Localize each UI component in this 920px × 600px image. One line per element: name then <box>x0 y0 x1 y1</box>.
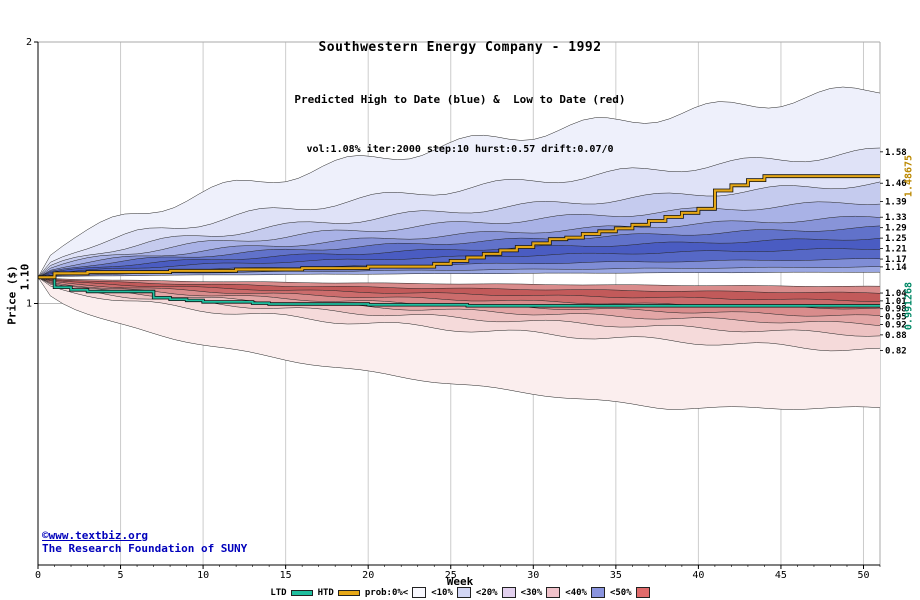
x-tick-label: 15 <box>280 570 292 581</box>
right-axis-label: 1.14 <box>885 263 907 273</box>
right-axis-label: 1.25 <box>885 234 907 244</box>
x-tick-label: 25 <box>445 570 457 581</box>
band-boundary-line <box>37 277 881 352</box>
prob-band <box>38 87 880 278</box>
right-axis-label: 1.33 <box>885 213 907 223</box>
right-axis-label: 0.92 <box>885 320 907 330</box>
prob-band <box>38 181 880 278</box>
band-boundary-line <box>37 271 881 278</box>
band-boundary-line <box>37 266 881 278</box>
prob-band <box>38 201 880 278</box>
prob-band <box>38 277 880 351</box>
band-boundary-line <box>37 147 881 278</box>
prob-band <box>38 225 880 278</box>
band-boundary-line <box>37 277 881 287</box>
band-boundary-line <box>37 277 881 326</box>
band-boundary-line <box>37 86 881 278</box>
right-axis-label: 1.17 <box>885 255 907 265</box>
band-boundary-line <box>37 181 881 278</box>
band-boundary-line <box>37 225 881 278</box>
start-price-label: 1.10 <box>18 263 32 291</box>
legend-label-prob-3: <30% <box>520 587 543 598</box>
htd-line <box>38 175 880 279</box>
right-axis-label: 0.98 <box>885 305 907 315</box>
right-axis-label: 1.58 <box>885 148 907 158</box>
legend: LTD HTD prob:0%< <10% <20% <30% <40% <50% <box>0 587 920 598</box>
x-tick-label: 45 <box>775 570 787 581</box>
x-axis-title: Week <box>446 575 474 588</box>
right-axis-label: 0.82 <box>885 347 907 357</box>
x-tick-label: 5 <box>118 570 124 581</box>
prob-band <box>38 277 880 302</box>
legend-swatch-prob-2 <box>501 587 516 598</box>
prob-band <box>38 216 880 278</box>
legend-label-prob-0: prob:0%< <box>364 587 409 598</box>
legend-label-prob-1: <10% <box>431 587 453 598</box>
y-tick-label: 2 <box>26 37 32 48</box>
band-boundary-line <box>37 248 881 278</box>
legend-label-prob-5: <50% <box>609 587 632 598</box>
legend-label-ltd: LTD <box>270 587 287 598</box>
x-tick-label: 40 <box>692 570 704 581</box>
right-axis-label: 1.39 <box>885 198 907 208</box>
band-boundary-line <box>37 201 881 278</box>
legend-swatch-prob-0 <box>412 587 427 598</box>
legend-swatch-prob-4 <box>590 587 605 598</box>
chart-params: vol:1.08% iter:2000 step:10 hurst:0.57 d… <box>306 144 614 155</box>
prob-band <box>38 258 880 278</box>
prob-band <box>38 277 880 294</box>
legend-label-prob-2: <20% <box>475 587 498 598</box>
legend-swatch-prob-5 <box>635 587 650 598</box>
prob-band <box>38 277 880 410</box>
right-axis-label: 0.95 <box>885 313 907 323</box>
x-tick-label: 35 <box>610 570 622 581</box>
right-axis-label: 1.21 <box>885 245 907 255</box>
legend-swatch-htd <box>337 589 360 596</box>
prob-band <box>38 248 880 278</box>
prob-band <box>38 277 880 326</box>
legend-swatch-prob-3 <box>546 587 561 598</box>
band-boundary-line <box>37 277 881 410</box>
x-tick-label: 10 <box>197 570 209 581</box>
right-axis-label: 1.29 <box>885 224 907 234</box>
x-tick-label: 20 <box>362 570 374 581</box>
watermark-org: The Research Foundation of SUNY <box>42 542 248 555</box>
right-axis-label: 1.46 <box>885 179 907 189</box>
prob-band <box>38 238 880 278</box>
chart-title: Southwestern Energy Company - 1992 <box>318 40 602 55</box>
title-block: Southwestern Energy Company - 1992 Predi… <box>0 2 920 193</box>
x-tick-label: 50 <box>857 570 869 581</box>
ltd-line <box>38 276 880 307</box>
band-boundary-line <box>37 277 881 294</box>
band-boundary-line <box>37 238 881 278</box>
right-axis-label: 1.04 <box>885 289 907 299</box>
legend-label-htd: HTD <box>317 587 334 598</box>
prob-band <box>38 277 880 337</box>
legend-swatch-ltd <box>290 589 313 596</box>
band-boundary-line <box>37 277 881 302</box>
legend-swatch-prob-1 <box>456 587 471 598</box>
right-axis-label: 1.01 <box>885 297 907 307</box>
right-axis-label: 0.88 <box>885 331 907 341</box>
y-tick-label: 1 <box>26 299 32 310</box>
htd-final-value-label: 1.48675 <box>903 154 915 198</box>
x-tick-label: 30 <box>527 570 539 581</box>
chart-subtitle: Predicted High to Date (blue) & Low to D… <box>294 93 626 106</box>
x-tick-label: 0 <box>35 570 41 581</box>
legend-label-prob-4: <40% <box>565 587 587 598</box>
watermark: ©www.textbiz.org The Research Foundation… <box>42 529 247 555</box>
watermark-link[interactable]: ©www.textbiz.org <box>42 529 148 542</box>
prob-band <box>38 266 880 278</box>
ltd-final-value-label: 0.991268 <box>903 281 915 331</box>
band-boundary-line <box>37 215 881 278</box>
prob-band <box>38 277 880 310</box>
y-axis-title: Price ($) <box>5 265 19 325</box>
